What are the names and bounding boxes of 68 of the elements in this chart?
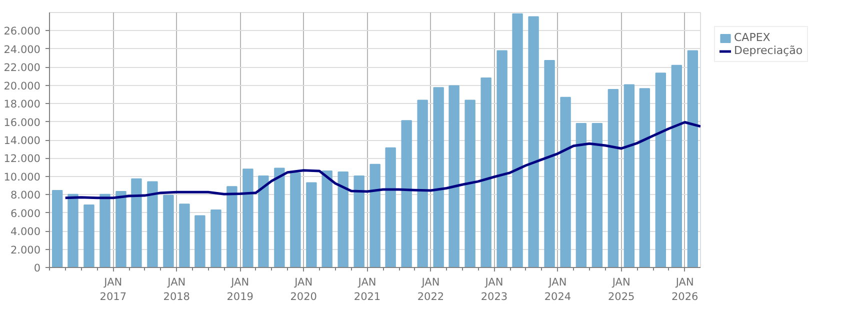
bar: [480, 77, 492, 268]
bar: [417, 100, 428, 268]
y-tick-label: 8.000: [10, 190, 41, 202]
y-tick-label: 12.000: [4, 153, 41, 166]
bar: [385, 147, 396, 268]
bar: [338, 172, 348, 268]
y-tick-label: 26.000: [4, 26, 41, 38]
x-tick-label: JAN 2019: [226, 276, 254, 303]
x-tick-label: JAN 2017: [100, 276, 127, 303]
bar: [354, 175, 364, 268]
bar: [671, 64, 682, 268]
y-tick-label: 22.000: [4, 62, 41, 74]
x-tick-label: JAN 2020: [290, 276, 317, 303]
x-tick-label: JAN 2026: [671, 276, 699, 303]
bar: [370, 164, 380, 268]
bar: [592, 123, 603, 268]
y-tick-label: 24.000: [4, 44, 41, 56]
x-tick-label: JAN 2018: [163, 276, 190, 303]
bar: [608, 89, 619, 268]
bar: [576, 123, 587, 268]
x-tick-label: JAN 2025: [608, 276, 635, 303]
x-tick-label: JAN 2022: [417, 276, 444, 303]
bar: [179, 204, 190, 268]
bar: [322, 170, 332, 268]
bar: [242, 168, 254, 268]
bar: [84, 204, 94, 268]
bar: [147, 181, 158, 268]
bar: [655, 72, 666, 268]
x-tick-label: JAN 2024: [544, 276, 572, 303]
y-tick-label: 18.000: [4, 98, 41, 111]
bar: [258, 175, 269, 268]
bar: [210, 209, 222, 268]
bar: [624, 84, 635, 268]
y-tick-label: 14.000: [4, 135, 41, 147]
bar: [687, 50, 698, 268]
bar: [274, 168, 285, 268]
legend-label: Depreciação: [734, 44, 803, 57]
x-tick-label: JAN 2021: [354, 276, 381, 303]
bar: [100, 194, 110, 268]
bar: [512, 13, 523, 268]
y-tick-label: 16.000: [4, 116, 41, 129]
bar: [433, 87, 444, 268]
line-series: [64, 120, 700, 200]
bar: [496, 50, 508, 268]
bar: [226, 186, 238, 268]
bar: [528, 16, 539, 268]
bar: [464, 100, 476, 268]
y-tick-label: 20.000: [4, 80, 41, 92]
y-tick-label: 2.000: [10, 244, 41, 256]
bar: [306, 182, 317, 268]
legend-label: CAPEX: [734, 31, 770, 44]
bar: [116, 190, 126, 268]
bar: [544, 60, 555, 268]
x-tick-label: JAN 2023: [480, 276, 508, 303]
bar: [290, 172, 301, 268]
bar: [560, 96, 571, 268]
bar: [68, 194, 78, 268]
bar: [163, 194, 174, 268]
bar: [639, 88, 650, 268]
bar: [448, 85, 460, 268]
bar: [194, 215, 206, 268]
y-tick-label: 4.000: [10, 226, 41, 238]
bar: [401, 120, 412, 268]
y-tick-label: 6.000: [10, 208, 41, 220]
bar: [52, 190, 63, 268]
y-tick-label: 10.000: [4, 171, 41, 184]
bar: [131, 178, 142, 268]
y-tick-label: 0: [34, 262, 41, 274]
